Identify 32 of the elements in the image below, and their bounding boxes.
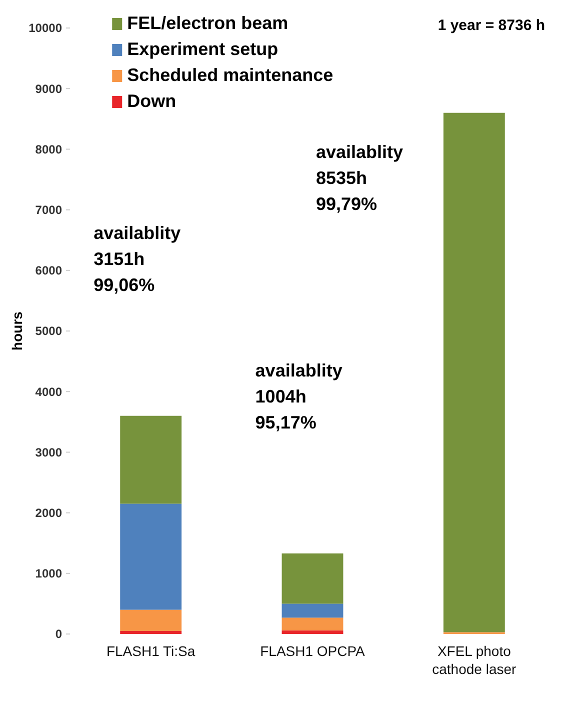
bar [120, 416, 182, 504]
legend-label: Experiment setup [127, 39, 278, 59]
y-tick-label: 1000 [35, 566, 62, 581]
y-tick-label: 3000 [35, 445, 62, 460]
y-tick-label: 7000 [35, 203, 62, 217]
y-tick-label: 5000 [35, 324, 62, 338]
bar [443, 112, 505, 632]
y-axis-title: hours [9, 311, 25, 350]
annotation: availablity 3151h 99,06% [94, 222, 181, 295]
bar [120, 630, 182, 634]
y-tick-label: 9000 [35, 82, 62, 96]
bar [120, 504, 182, 610]
x-tick-label: FLASH1 OPCPA [260, 643, 366, 659]
bar [282, 630, 344, 634]
y-tick-label: 4000 [35, 384, 62, 399]
bar [282, 553, 344, 604]
y-tick-label: 6000 [35, 264, 62, 278]
x-tick-label: XFEL photo cathode laser [432, 643, 517, 677]
legend-label: Down [127, 91, 176, 111]
annotation: availablity 8535h 99,79% [316, 142, 403, 214]
legend-label: Scheduled maintenance [127, 65, 334, 85]
y-tick-label: 8000 [35, 142, 62, 156]
bar [120, 610, 182, 631]
x-tick-label: FLASH1 Ti:Sa [106, 643, 196, 659]
annotation: availablity 1004h 95,17% [255, 360, 342, 432]
y-tick-label: 10000 [28, 21, 62, 36]
y-tick-label: 0 [55, 627, 62, 642]
bar [282, 604, 344, 618]
annotation: 1 year = 8736 h [438, 17, 545, 34]
bar [282, 618, 344, 630]
legend-label: FEL/electron beam [127, 13, 288, 33]
y-tick-label: 2000 [35, 506, 62, 520]
